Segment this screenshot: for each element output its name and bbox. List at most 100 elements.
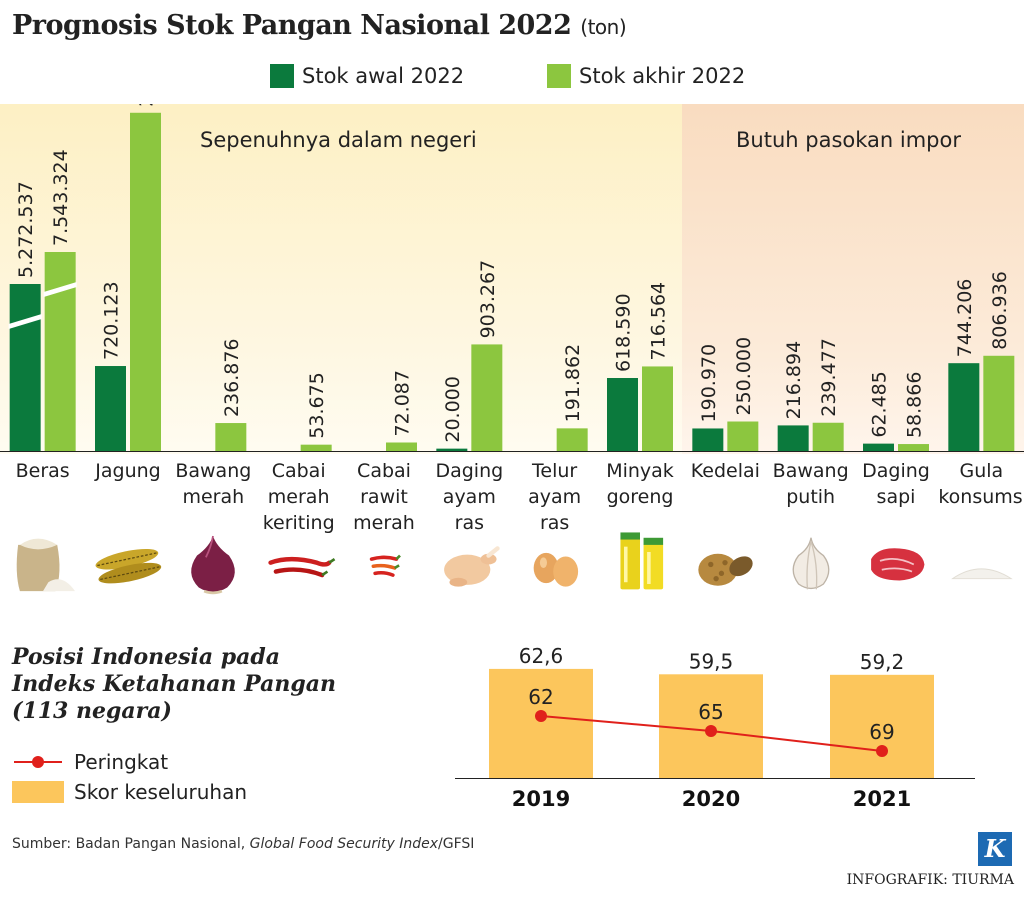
value-label-akhir-5: 903.267 bbox=[477, 260, 499, 339]
year-label-2020: 2020 bbox=[682, 787, 740, 811]
category-label-9: Bawang putih bbox=[768, 458, 854, 510]
category-label-6-line-2: ras bbox=[539, 512, 570, 534]
bar-akhir-0 bbox=[44, 252, 76, 451]
bar-awal-10 bbox=[863, 443, 894, 451]
garlic-icon bbox=[771, 520, 851, 604]
axis-break-0 bbox=[8, 314, 42, 329]
value-label-awal-1: 720.123 bbox=[101, 281, 123, 360]
rank-point-2019 bbox=[535, 710, 547, 722]
source-note: Sumber: Badan Pangan Nasional, Global Fo… bbox=[12, 836, 474, 852]
beef-icon bbox=[856, 520, 936, 604]
kompas-logo: K bbox=[978, 832, 1012, 866]
bar-awal-0 bbox=[9, 284, 41, 451]
ghi-title-line-1: Posisi Indonesia pada bbox=[12, 644, 281, 670]
red-chili-icon bbox=[259, 520, 339, 604]
source-suffix: /GFSI bbox=[438, 836, 475, 852]
bar-akhir-3 bbox=[300, 444, 332, 451]
legend-rank: Peringkat bbox=[12, 750, 168, 774]
score-label-2020: 59,5 bbox=[689, 649, 734, 673]
category-label-0: Beras bbox=[0, 458, 86, 484]
category-label-8-line-0: Kedelai bbox=[690, 460, 760, 482]
chicken-icon bbox=[429, 520, 509, 604]
shallot-icon bbox=[173, 520, 253, 604]
bar-akhir-1 bbox=[130, 112, 161, 452]
value-label-awal-10: 62.485 bbox=[869, 371, 891, 437]
value-label-akhir-2: 236.876 bbox=[221, 338, 243, 417]
value-label-awal-9: 216.894 bbox=[783, 341, 805, 420]
bird-chili-icon bbox=[344, 520, 424, 604]
category-label-8: Kedelai bbox=[682, 458, 768, 484]
category-label-9-line-0: Bawang bbox=[772, 460, 849, 482]
legend-akhir-swatch bbox=[547, 64, 571, 88]
section-label-domestic: Sepenuhnya dalam negeri bbox=[200, 128, 477, 152]
category-label-5-line-2: ras bbox=[454, 512, 484, 534]
category-label-10: Daging sapi bbox=[853, 458, 939, 510]
value-label-akhir-4: 72.087 bbox=[392, 370, 414, 436]
year-label-2019: 2019 bbox=[512, 787, 570, 811]
ghi-title-line-3: (113 negara) bbox=[12, 698, 172, 724]
bar-akhir-6 bbox=[556, 428, 588, 451]
value-label-awal-8: 190.970 bbox=[698, 344, 720, 423]
bar-awal-1 bbox=[95, 366, 126, 451]
bar-awal-8 bbox=[692, 428, 724, 451]
cooking-oil-icon bbox=[600, 520, 680, 604]
category-label-3-line-1: merah bbox=[267, 486, 330, 508]
category-label-11-line-1: konsumsi bbox=[938, 486, 1024, 508]
value-label-awal-11: 744.206 bbox=[954, 279, 976, 358]
category-label-2: Bawang merah bbox=[170, 458, 256, 510]
category-label-3-line-2: keriting bbox=[262, 512, 335, 534]
stock-bar-chart: 5.272.537 7.543.324 720.123 2.866.364 236.87… bbox=[0, 104, 1024, 452]
value-label-akhir-8: 250.000 bbox=[733, 337, 755, 416]
category-label-4: Cabai rawit merah bbox=[341, 458, 427, 536]
legend-score-swatch bbox=[12, 781, 64, 803]
category-area-bg bbox=[0, 454, 1024, 614]
axis-break-1 bbox=[43, 282, 77, 297]
year-label-2021: 2021 bbox=[853, 787, 911, 811]
bar-awal-9 bbox=[777, 425, 809, 451]
ghi-chart: 62,6 2019 59,5 2020 59,2 2021 62 65 69 bbox=[455, 644, 975, 811]
value-label-awal-0: 5.272.537 bbox=[15, 181, 37, 278]
category-label-6-line-0: Telur bbox=[532, 460, 578, 482]
category-label-1-line-0: Jagung bbox=[95, 460, 161, 482]
category-label-7: Minyak goreng bbox=[597, 458, 683, 510]
category-label-5-line-1: ayam bbox=[442, 486, 496, 508]
category-label-10-line-1: sapi bbox=[876, 486, 916, 508]
bar-akhir-9 bbox=[812, 422, 844, 451]
category-label-7-line-0: Minyak bbox=[606, 460, 674, 482]
bar-akhir-2 bbox=[215, 423, 247, 451]
category-label-2-line-0: Bawang bbox=[175, 460, 252, 482]
category-label-5: Daging ayam ras bbox=[426, 458, 512, 536]
value-label-akhir-0: 7.543.324 bbox=[50, 149, 72, 246]
value-label-akhir-1: 2.866.364 bbox=[136, 104, 158, 107]
source-prefix: Sumber: Badan Pangan Nasional, bbox=[12, 836, 250, 852]
sugar-icon bbox=[941, 520, 1021, 604]
value-label-akhir-3: 53.675 bbox=[306, 372, 328, 438]
category-label-11-line-0: Gula bbox=[959, 460, 1004, 482]
legend-rank-marker bbox=[14, 756, 62, 768]
bar-akhir-11 bbox=[983, 355, 1015, 451]
legend-awal: Stok awal 2022 bbox=[270, 62, 464, 90]
score-label-2019: 62,6 bbox=[519, 644, 564, 668]
legend-score-label: Skor keseluruhan bbox=[74, 780, 248, 804]
score-bar-2021 bbox=[830, 674, 934, 778]
category-label-6-line-1: ayam bbox=[528, 486, 582, 508]
rice-sack-icon bbox=[3, 520, 83, 604]
bar-akhir-7 bbox=[642, 366, 673, 451]
bar-awal-5 bbox=[436, 448, 468, 451]
category-label-5-line-0: Daging bbox=[435, 460, 504, 482]
soybean-icon bbox=[685, 520, 765, 604]
category-label-11: Gula konsumsi bbox=[938, 458, 1024, 510]
legend-akhir: Stok akhir 2022 bbox=[547, 62, 745, 90]
page-title: Prognosis Stok Pangan Nasional 2022 (ton… bbox=[12, 10, 627, 41]
ghi-title: Posisi Indonesia pada Indeks Ketahanan P… bbox=[12, 644, 336, 725]
egg-icon bbox=[515, 520, 595, 604]
rank-label-2019: 62 bbox=[528, 685, 553, 709]
category-label-2-line-1: merah bbox=[182, 486, 245, 508]
legend-awal-label: Stok awal 2022 bbox=[302, 64, 465, 88]
credit: INFOGRAFIK: TIURMA bbox=[846, 872, 1014, 888]
category-label-6: Telur ayam ras bbox=[512, 458, 598, 536]
legend-rank-label: Peringkat bbox=[74, 750, 169, 774]
bar-awal-7 bbox=[607, 378, 638, 451]
category-label-3-line-0: Cabai bbox=[271, 460, 326, 482]
category-label-4-line-1: rawit bbox=[360, 486, 408, 508]
